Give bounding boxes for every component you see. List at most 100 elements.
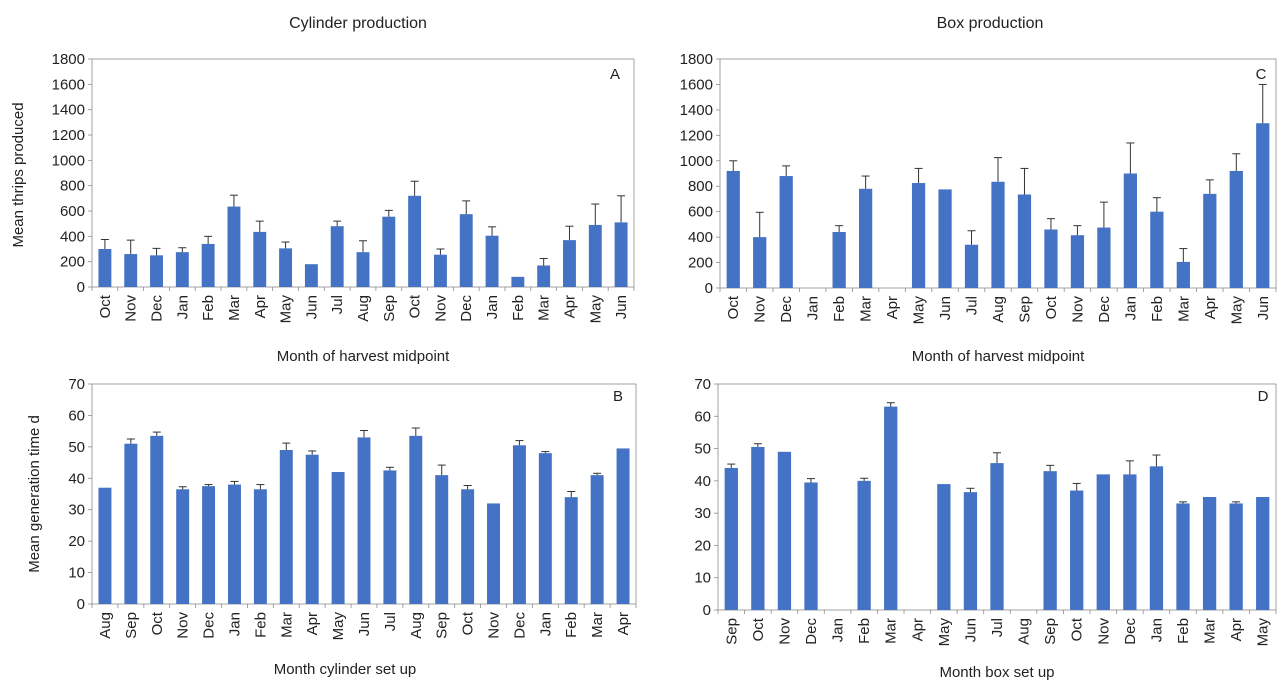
panel-c-bar (1097, 227, 1111, 288)
panel-b-ytick-label: 0 (77, 596, 85, 613)
panel-c-bar (779, 176, 793, 288)
panel-a-ytick-label: 1000 (52, 152, 85, 169)
panel-c-ytick-label: 1000 (680, 153, 713, 170)
panel-a-ytick-label: 1800 (52, 51, 85, 68)
panel-c: C Month of harvest midpoint (912, 66, 1267, 365)
panel-c-bar (726, 170, 740, 288)
panel-d-bar (1070, 490, 1084, 610)
panel-d: D Month box set up (939, 388, 1268, 681)
panel-c-xtick-label: Jan (1122, 296, 1139, 320)
panel-d-bar (990, 463, 1004, 610)
panel-a-xtick-label: Oct (97, 294, 114, 318)
panel-b-bar (357, 437, 371, 604)
panel-d-xtick-label: Dec (1122, 618, 1139, 645)
panel-c-xtick-label: Jan (805, 296, 822, 320)
panel-b-xtick-label: Mar (278, 612, 295, 638)
panel-d-plot: 0 10 20 30 40 50 60 70 Sep Oct Nov Dec Jan Feb Mar Apr M… (694, 376, 1277, 647)
panel-b-xtick-label: Apr (615, 612, 632, 635)
panel-a-bar (227, 206, 241, 287)
panel-a-bar (485, 235, 499, 287)
panel-a-ylabel: Mean thrips produced (10, 102, 27, 247)
panel-c-xtick-label: Mar (858, 296, 875, 322)
panel-a-bar (201, 243, 215, 287)
panel-b-bar (461, 489, 475, 604)
panel-c-bar (859, 188, 873, 288)
panel-a-bar (124, 254, 138, 287)
panel-c-xtick-label: May (1228, 296, 1245, 325)
panel-c-xtick-label: Nov (752, 296, 769, 323)
panel-a-bar (279, 248, 293, 287)
panel-d-bar (1202, 497, 1217, 610)
panel-c-ytick-label: 400 (688, 229, 713, 246)
panel-c-label: C (1256, 66, 1267, 83)
panel-d-bar (1176, 503, 1190, 610)
panel-a-xtick-label: Oct (407, 294, 424, 318)
panel-a-xtick-label: May (278, 295, 295, 324)
panel-b-ytick-label: 30 (68, 502, 85, 519)
panel-c-xtick-label: Oct (1043, 295, 1060, 319)
panel-b-ylabel: Mean generation time d (26, 415, 43, 573)
panel-c-ytick-label: 1200 (680, 127, 713, 144)
panel-d-xtick-label: Jun (962, 618, 979, 642)
panel-d-xtick-label: Oct (1069, 617, 1086, 641)
panel-a-xtick-label: Jan (174, 295, 191, 319)
panel-a-bar (588, 224, 602, 287)
panel-b-xtick-label: Sep (123, 612, 140, 639)
panel-c-bar (753, 237, 767, 288)
panel-c-xtick-label: May (911, 296, 928, 325)
panel-a-xlabel: Month of harvest midpoint (277, 348, 450, 365)
panel-c-ytick-label: 1600 (680, 76, 713, 93)
panel-b-bar (435, 475, 449, 604)
panel-d-xtick-label: Dec (803, 618, 820, 645)
panel-b-bar (616, 448, 630, 604)
panel-a-bar (537, 265, 551, 287)
panel-d-bar (777, 451, 792, 610)
panel-c-bar (1176, 261, 1190, 288)
panel-a-xtick-label: Feb (200, 295, 217, 321)
panel-c-xtick-label: Oct (725, 295, 742, 319)
panel-b-ytick-label: 60 (68, 407, 85, 424)
panel-a-ytick-label: 1200 (52, 127, 85, 144)
panel-d-bar (1256, 497, 1270, 610)
panel-d-bar (963, 492, 978, 610)
panel-a-xtick-label: Jul (329, 295, 346, 314)
panel-a-ytick-label: 600 (60, 203, 85, 220)
panel-a-xtick-label: Dec (149, 295, 166, 322)
panel-b-xtick-label: Jan (226, 612, 243, 636)
panel-d-ytick-label: 70 (694, 376, 711, 393)
panel-b-ytick-label: 70 (68, 376, 85, 393)
panel-a-ytick-label: 400 (60, 228, 85, 245)
panel-c-xtick-label: Mar (1175, 296, 1192, 322)
panel-b-xtick-label: Apr (304, 612, 321, 635)
panel-d-xtick-label: Nov (776, 618, 793, 645)
panel-d-xtick-label: Apr (1228, 618, 1245, 641)
panel-d-xtick-label: May (1255, 618, 1272, 647)
panel-a-bar (98, 249, 112, 287)
panel-a-bar (356, 252, 370, 287)
panel-a-xtick-label: Aug (355, 295, 372, 322)
panel-d-xtick-label: May (936, 618, 953, 647)
panel-c-bar (911, 183, 926, 288)
panel-c-xtick-label: Jun (1255, 296, 1272, 320)
panel-c-xtick-label: Feb (831, 296, 848, 322)
panel-a-bar (304, 264, 318, 287)
panel-b-bar (512, 445, 526, 604)
panel-d-bar (1096, 474, 1110, 610)
panel-c-xtick-label: Apr (884, 296, 901, 319)
panel-b-ytick-label: 20 (68, 533, 85, 550)
panel-a-xtick-label: Dec (458, 295, 475, 322)
panel-a-bar (614, 222, 628, 287)
panel-b-xtick-label: Feb (563, 612, 580, 638)
panel-d-xlabel: Month box set up (939, 664, 1054, 681)
panel-d-ytick-label: 10 (694, 570, 711, 587)
panel-b-bar (228, 484, 241, 604)
panel-d-bar (937, 484, 951, 610)
panel-b-bar (305, 454, 319, 604)
panel-a-ytick-label: 0 (77, 279, 85, 296)
panel-b-bar (176, 489, 190, 604)
panel-d-xtick-label: Jul (989, 618, 1006, 637)
panel-a-ytick-label: 1600 (52, 76, 85, 93)
panel-c-xtick-label: Sep (1016, 296, 1033, 323)
panel-d-bar (1229, 503, 1243, 610)
